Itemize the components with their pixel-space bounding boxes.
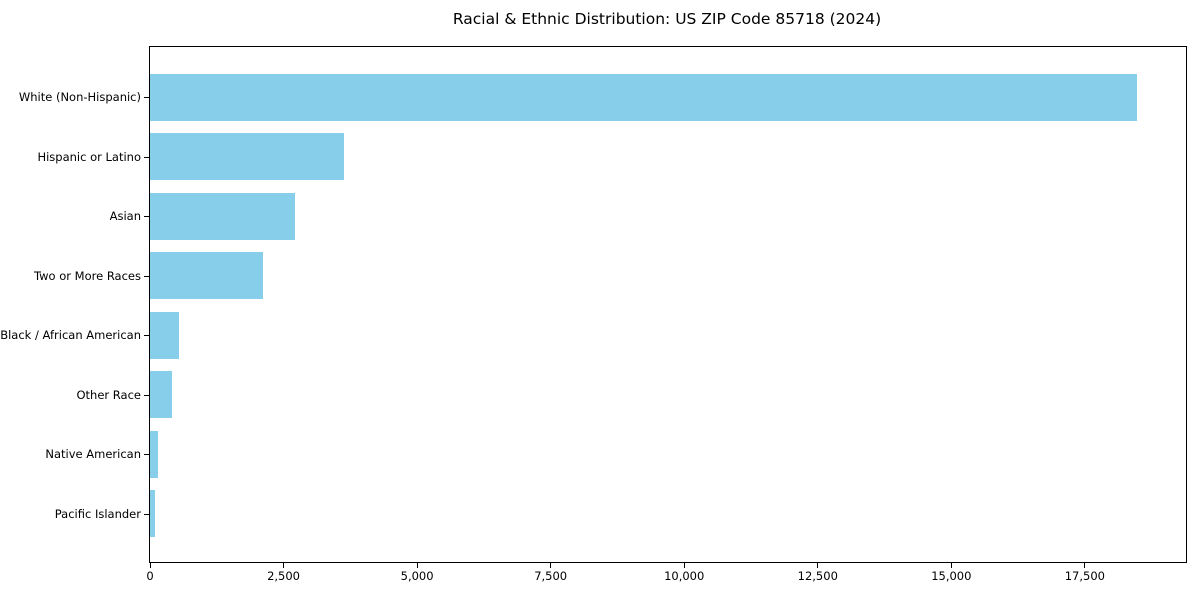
y-tick-mark-pacific-islander — [144, 513, 149, 515]
x-tick-label-2500: 2,500 — [267, 569, 301, 583]
x-tick-label-0: 0 — [146, 569, 154, 583]
x-tick-label-15000: 15,000 — [931, 569, 972, 583]
y-tick-mark-asian — [144, 216, 149, 217]
y-tick-mark-other-race — [144, 394, 149, 396]
y-tick-mark-two-or-more-races — [144, 275, 149, 277]
y-tick-label-asian: Asian — [109, 209, 141, 223]
bar-white-non-hispanic — [150, 73, 1137, 121]
x-tick-mark-10000 — [683, 563, 685, 568]
bar-hispanic-or-latino — [150, 133, 345, 180]
y-tick-mark-hispanic-or-latino — [144, 156, 149, 158]
y-tick-label-black-african-american: Black / African American — [0, 328, 141, 342]
bar-asian — [150, 192, 296, 240]
plot-area — [149, 46, 1187, 563]
x-tick-mark-12500 — [817, 563, 819, 568]
y-tick-mark-white-non-hispanic — [144, 97, 149, 98]
x-tick-label-7500: 7,500 — [534, 569, 568, 583]
x-tick-mark-7500 — [550, 563, 552, 568]
x-tick-mark-2500 — [283, 563, 285, 568]
y-tick-label-white-non-hispanic: White (Non-Hispanic) — [18, 90, 141, 104]
y-tick-label-hispanic-or-latino: Hispanic or Latino — [37, 149, 141, 164]
y-tick-mark-native-american — [144, 454, 149, 455]
x-tick-mark-17500 — [1084, 563, 1086, 568]
bar-native-american — [150, 430, 158, 478]
x-tick-label-5000: 5,000 — [400, 569, 434, 583]
chart-title: Racial & Ethnic Distribution: US ZIP Cod… — [452, 10, 882, 28]
bar-other-race — [150, 371, 172, 418]
y-tick-label-two-or-more-races: Two or More Races — [34, 268, 141, 283]
x-tick-label-17500: 17,500 — [1064, 569, 1105, 583]
bar-black-african-american — [150, 311, 179, 359]
x-tick-mark-5000 — [416, 563, 418, 568]
bar-pacific-islander — [150, 490, 155, 537]
x-tick-mark-0 — [149, 563, 151, 568]
y-tick-label-native-american: Native American — [45, 447, 141, 461]
x-tick-label-12500: 12,500 — [797, 569, 838, 583]
bar-two-or-more-races — [150, 252, 263, 299]
y-tick-label-pacific-islander: Pacific Islander — [54, 506, 141, 521]
x-tick-label-10000: 10,000 — [664, 569, 705, 583]
y-tick-label-other-race: Other Race — [76, 387, 142, 402]
y-tick-mark-black-african-american — [144, 335, 149, 336]
x-tick-mark-15000 — [950, 563, 952, 568]
